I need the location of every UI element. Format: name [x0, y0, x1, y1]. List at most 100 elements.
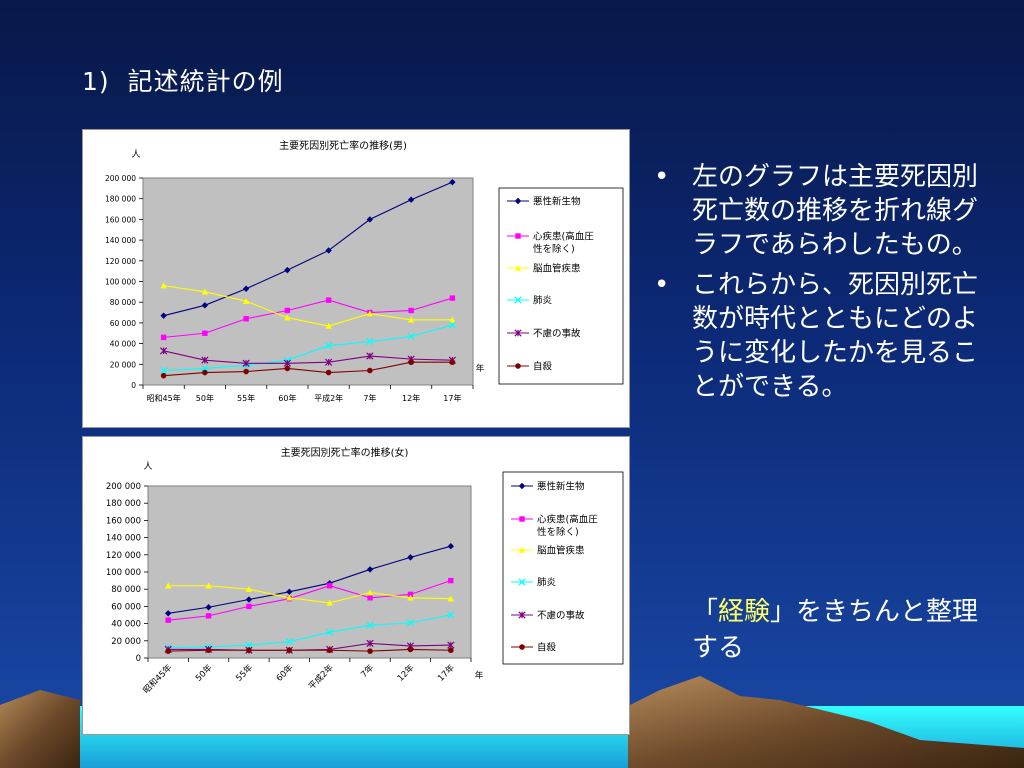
y-tick-label: 120 000 [105, 257, 136, 266]
bullet-dot: • [654, 270, 670, 300]
legend-label: 自殺 [537, 642, 557, 654]
y-tick-label: 60 000 [110, 319, 136, 328]
y-tick-label: 80 000 [110, 298, 136, 307]
data-point [366, 310, 374, 317]
y-tick-label: 20 000 [111, 637, 141, 647]
x-tick-label: 昭和45年 [147, 393, 181, 403]
x-tick-label: 60年 [274, 662, 296, 684]
legend-label: 不慮の事故 [533, 328, 581, 340]
data-point [246, 603, 252, 610]
y-tick-label: 100 000 [106, 568, 141, 578]
data-point [449, 316, 456, 323]
data-point [243, 368, 249, 375]
data-point [246, 647, 252, 654]
y-tick-label: 120 000 [106, 551, 141, 561]
legend-label: 自殺 [533, 361, 553, 373]
data-point [201, 364, 209, 373]
data-point [447, 595, 455, 602]
legend-marker [518, 482, 526, 490]
data-point [245, 586, 253, 592]
y-tick-label: 180 000 [105, 195, 136, 204]
y-tick-label: 100 000 [105, 278, 136, 287]
data-point [449, 295, 456, 301]
data-point [284, 307, 291, 314]
note-text: 「経験」をきちんと整理する [692, 594, 992, 666]
bullet-text: 左のグラフは主要死因別死亡数の推移を折れ線グラフであらわしたもの。 [692, 162, 979, 260]
data-point [325, 358, 333, 366]
note-open-bracket: 「 [692, 597, 719, 627]
x-tick-label: 50年 [193, 662, 215, 684]
series-line [168, 580, 451, 621]
data-point [165, 648, 171, 654]
mountain-left [0, 690, 80, 768]
data-point [245, 596, 253, 603]
series-line [163, 350, 453, 364]
data-point [202, 369, 208, 376]
x-tick-label: 平成2年 [306, 662, 336, 692]
legend-marker [515, 363, 521, 369]
legend-entry: 悪性新生物 [511, 481, 585, 493]
data-point [326, 599, 333, 606]
x-tick-label: 17年 [443, 393, 461, 403]
x-tick-label: 12年 [402, 393, 420, 403]
series-line [163, 361, 453, 377]
legend-label: 悪性新生物 [533, 196, 581, 208]
series-line [163, 181, 453, 317]
data-point [243, 316, 249, 322]
data-point [286, 647, 293, 654]
x-tick-label: 60年 [278, 393, 296, 403]
y-tick-label: 160 000 [105, 215, 136, 224]
legend-label: 肺炎 [537, 578, 557, 589]
x-tick-label: 17年 [435, 662, 457, 684]
legend-marker [514, 264, 522, 271]
data-point [160, 282, 167, 289]
y-tick-label: 60 000 [111, 602, 141, 612]
data-point [407, 591, 414, 598]
legend-entry: 自殺 [507, 361, 553, 373]
x-tick-label: 昭和45年 [141, 662, 175, 696]
series-5 [160, 347, 456, 367]
series-line [163, 324, 453, 372]
y-axis-label: 人 [143, 461, 152, 472]
legend-entry: 自殺 [511, 642, 557, 654]
x-tick-label: 平成2年 [314, 393, 343, 403]
x-tick-label: 55年 [237, 393, 255, 403]
data-point [366, 589, 374, 596]
series-line [163, 285, 453, 327]
series-3 [160, 282, 456, 329]
data-point [205, 582, 212, 589]
legend-label-cont: 性を除く) [533, 243, 575, 255]
data-point [284, 365, 291, 372]
data-point [284, 266, 291, 274]
legend-box [502, 471, 624, 665]
bullet-item: • これらから、死因別死亡数が時代とともにどのように変化したかを見ることができる… [652, 268, 982, 404]
series-line [168, 648, 451, 652]
data-point [367, 648, 373, 654]
data-point [245, 641, 253, 649]
series-line [168, 614, 451, 649]
data-point [407, 332, 415, 340]
data-point [164, 582, 172, 589]
data-point [447, 611, 455, 619]
legend-entry: 肺炎 [511, 578, 557, 589]
data-point [407, 646, 414, 653]
y-tick-label: 200 000 [105, 174, 136, 183]
chart-female: 主要死因別死亡率の推移(女) 人 0 20 000 40 000 60 000 80 000… [82, 436, 630, 735]
mountain-right [628, 676, 1024, 768]
y-tick-label: 20 000 [110, 360, 136, 369]
y-tick-label: 40 000 [111, 620, 141, 630]
plot-area [147, 485, 472, 659]
x-axis-label: 年 [476, 363, 485, 374]
x-axis-label: 年 [475, 670, 484, 681]
legend-entry: 不慮の事故 [511, 610, 585, 622]
data-point [366, 337, 374, 346]
legend-label: 心疾患(高血圧 [537, 514, 598, 526]
data-point [202, 330, 208, 336]
y-tick-label: 140 000 [106, 534, 141, 544]
data-point [326, 628, 334, 636]
legend-entry: 不慮の事故 [507, 328, 581, 340]
legend-label: 悪性新生物 [537, 481, 585, 493]
data-point [448, 647, 454, 654]
chart-female-svg: 主要死因別死亡率の推移(女) 人 0 20 000 40 000 60 000 80 000… [106, 446, 624, 696]
